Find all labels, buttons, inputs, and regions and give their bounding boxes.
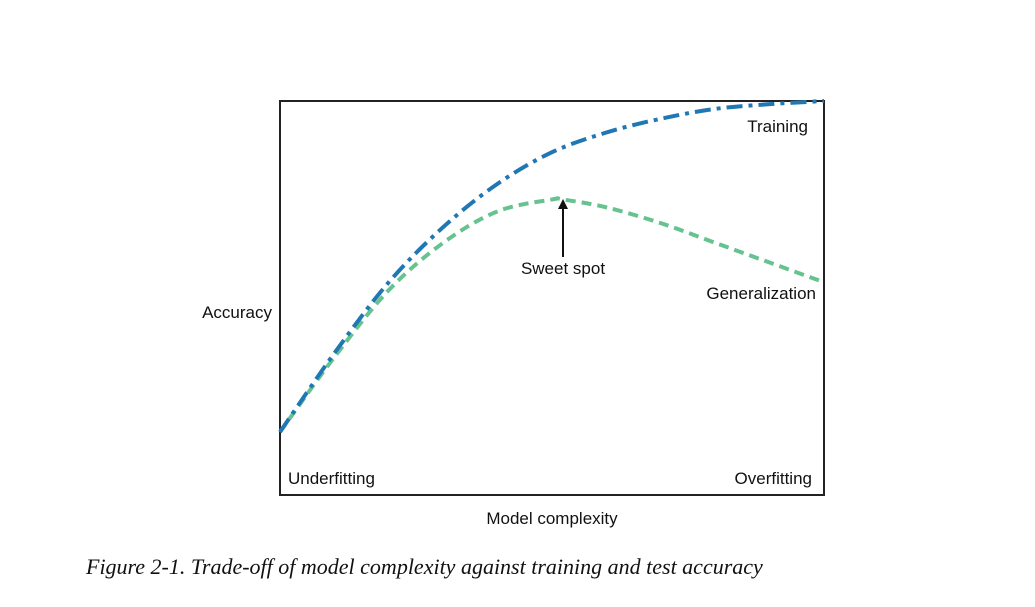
underfitting-label: Underfitting <box>288 469 375 488</box>
figure-caption: Figure 2-1. Trade-off of model complexit… <box>85 554 763 579</box>
generalization-series-line <box>278 196 825 434</box>
series-layer <box>278 99 825 434</box>
overfitting-label: Overfitting <box>735 469 812 488</box>
sweet-spot-label: Sweet spot <box>521 259 605 278</box>
x-axis-label: Model complexity <box>486 509 618 528</box>
training-series-label: Training <box>747 117 808 136</box>
plot-frame <box>279 100 825 496</box>
generalization-series-label: Generalization <box>706 284 816 303</box>
y-axis-label: Accuracy <box>202 303 272 322</box>
training-series-line <box>278 99 825 434</box>
